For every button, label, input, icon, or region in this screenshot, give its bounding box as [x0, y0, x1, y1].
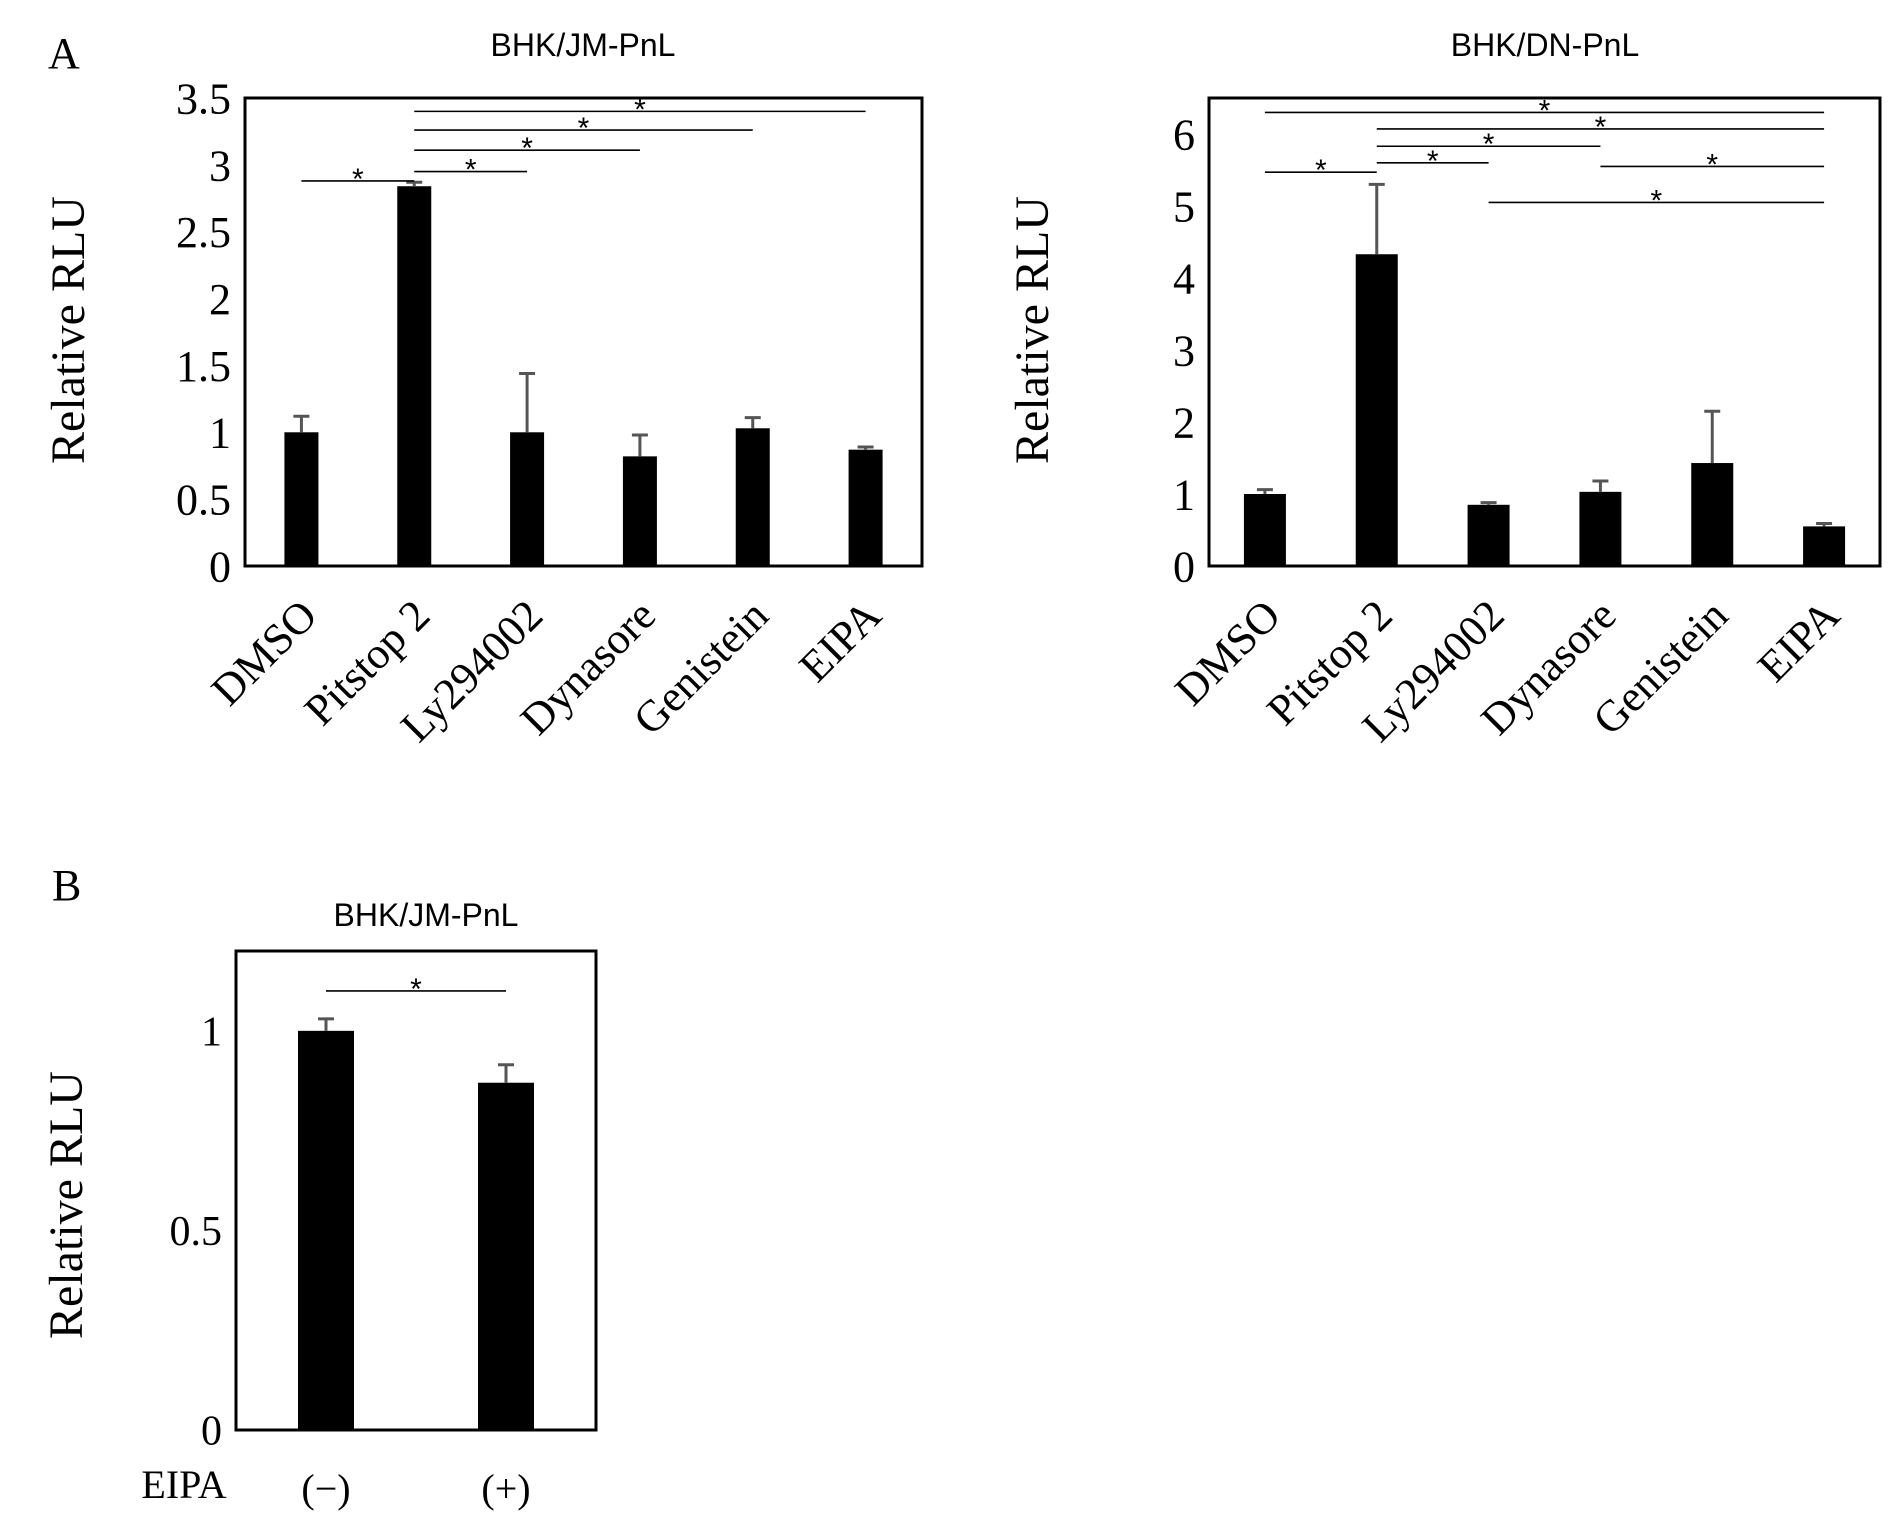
- significance-star: *: [1706, 148, 1718, 181]
- y-tick-label: 2: [209, 275, 231, 324]
- bar-genistein: [735, 428, 770, 566]
- bar-pitstop-2: [397, 186, 432, 566]
- x-tick-label: (−): [301, 1466, 350, 1511]
- y-tick-label: 0: [201, 1409, 222, 1455]
- chart-title: BHK/JM-PnL: [334, 897, 519, 933]
- bar-dmso: [284, 432, 319, 566]
- x-axis-label: EIPA: [141, 1462, 226, 1507]
- x-tick-label: EIPA: [790, 590, 891, 691]
- chart-b: BHK/JM-PnL Relative RLU 0 0.5 1 (−) (+) EIPA *: [40, 897, 598, 1511]
- y-tick-label: 2: [1173, 398, 1195, 447]
- y-tick-label: 1: [201, 1010, 222, 1056]
- chart-title: BHK/DN-PnL: [1451, 27, 1640, 63]
- plot-frame: [243, 96, 924, 568]
- plot-frame: [1207, 96, 1882, 568]
- y-tick-label: 0: [1173, 542, 1195, 591]
- bar-pitstop-2: [1355, 254, 1398, 567]
- y-tick-label: 3: [1173, 326, 1195, 375]
- significance-star: *: [578, 112, 590, 145]
- y-tick-label: 2.5: [176, 208, 231, 257]
- significance-star: *: [1483, 128, 1495, 161]
- bar-eipa: [848, 449, 883, 566]
- y-tick-label: 5: [1173, 182, 1195, 231]
- significance-star: *: [1427, 145, 1439, 178]
- y-tick-label: 0: [209, 542, 231, 591]
- y-axis-label: Relative RLU: [1006, 196, 1059, 464]
- bar-dmso: [1243, 494, 1286, 566]
- significance-star: *: [634, 93, 646, 126]
- significance-star: *: [1595, 111, 1607, 144]
- y-tick-label: 6: [1173, 110, 1195, 159]
- y-axis-label: Relative RLU: [40, 1071, 93, 1339]
- bar-dynasore: [622, 456, 657, 566]
- plot-frame: [234, 949, 598, 1432]
- y-tick-label: 1: [209, 409, 231, 458]
- significance-star: *: [465, 154, 477, 187]
- x-tick-label: (+): [481, 1466, 530, 1511]
- bar-dynasore: [1579, 491, 1622, 566]
- bar--: [478, 1082, 534, 1430]
- y-tick-label: 3: [209, 141, 231, 190]
- significance-star: *: [521, 132, 533, 165]
- bar-ly294002: [1467, 504, 1510, 566]
- significance-star: *: [1539, 94, 1551, 127]
- y-tick-label: 0.5: [176, 476, 231, 525]
- y-tick-label: 0.5: [170, 1209, 223, 1255]
- panel-label-a: A: [48, 29, 80, 78]
- significance-star: *: [1315, 154, 1327, 187]
- y-axis-label: Relative RLU: [42, 196, 95, 464]
- chart-title: BHK/JM-PnL: [491, 27, 676, 63]
- y-tick-label: 1: [1173, 470, 1195, 519]
- y-tick-label: 4: [1173, 254, 1195, 303]
- significance-star: *: [410, 973, 422, 1006]
- bar-ly294002: [510, 432, 545, 566]
- y-tick-label: 1.5: [176, 342, 231, 391]
- significance-star: *: [352, 163, 364, 196]
- bar-eipa: [1803, 526, 1846, 566]
- y-tick-label: 3.5: [176, 74, 231, 123]
- significance-star: *: [1650, 184, 1662, 217]
- x-tick-label: EIPA: [1748, 590, 1849, 691]
- bar--: [298, 1030, 354, 1430]
- bar-genistein: [1691, 463, 1734, 566]
- panel-label-b: B: [52, 861, 81, 910]
